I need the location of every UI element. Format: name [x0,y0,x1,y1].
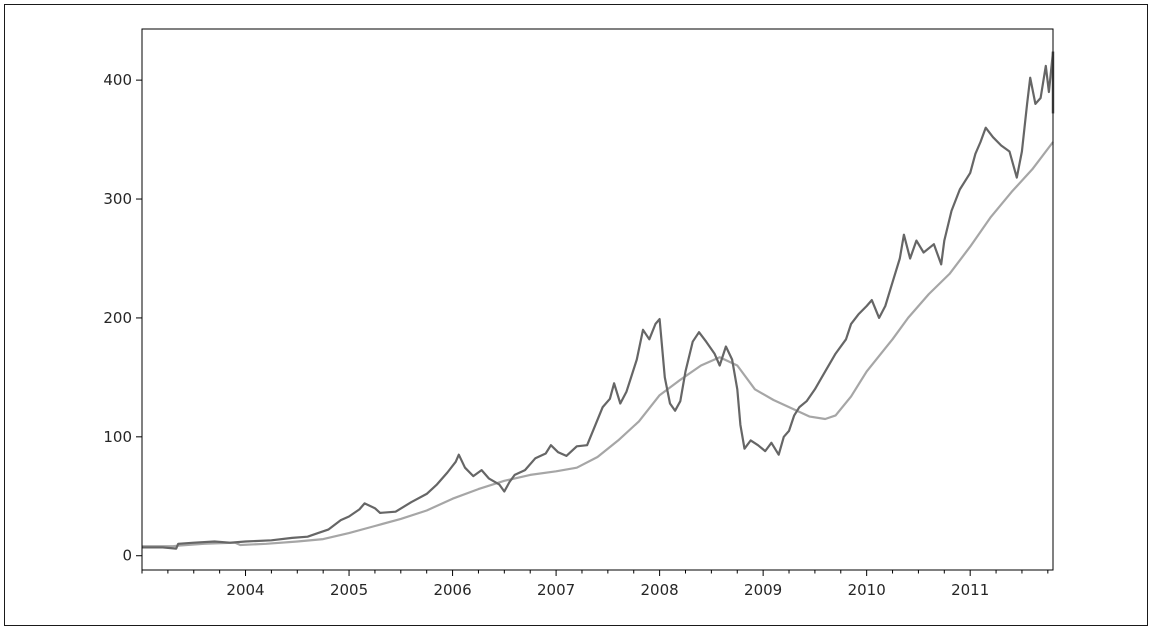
x-tick-label: 2005 [330,581,368,599]
x-tick-label: 2008 [641,581,679,599]
x-tick-label: 2009 [744,581,782,599]
x-tick-label: 2007 [537,581,575,599]
x-tick-label: 2010 [848,581,886,599]
y-axis: 0 100 200 300 400 [103,71,142,565]
plot-area-border [141,28,1054,571]
y-tick-label: 0 [122,547,132,565]
x-tick-label: 2011 [951,581,989,599]
series-line-1 [142,141,1054,548]
figure-frame [4,4,1148,626]
x-axis: 2004 2005 2006 2007 2008 2009 2010 2011 [141,570,1049,599]
y-tick-label: 100 [103,428,132,446]
x-tick-label: 2006 [433,581,471,599]
y-tick-label: 300 [103,190,132,208]
y-tick-label: 400 [103,71,132,89]
x-tick-label: 2004 [226,581,264,599]
series-layer [142,51,1055,550]
series-line-0 [142,51,1055,550]
y-tick-label: 200 [103,309,132,327]
